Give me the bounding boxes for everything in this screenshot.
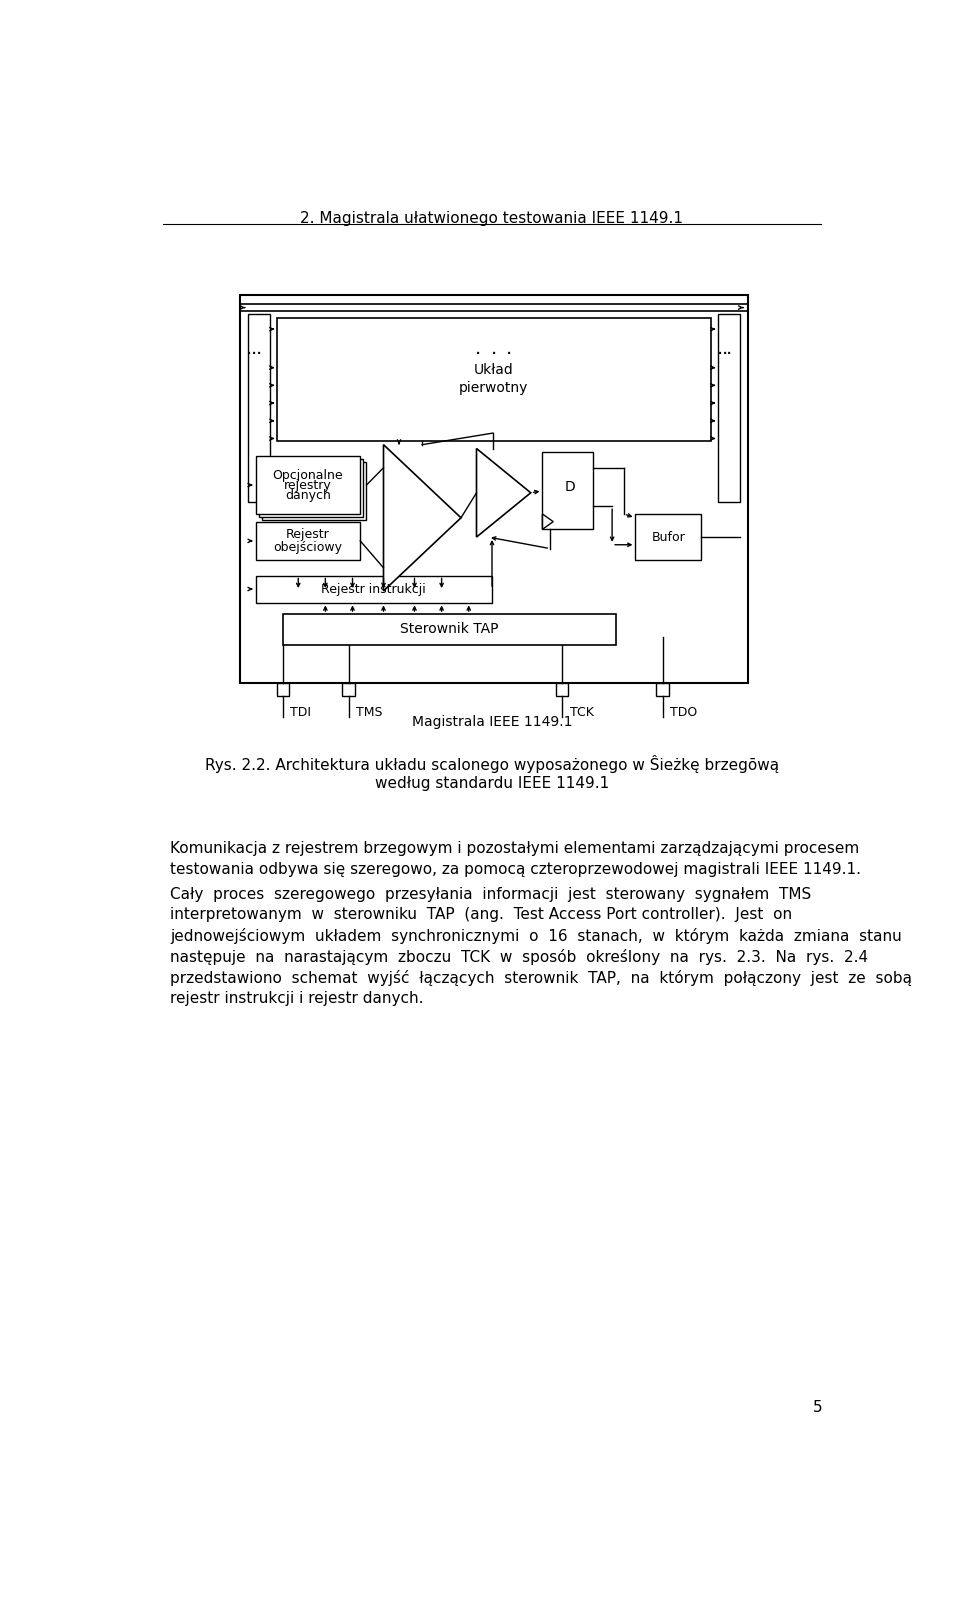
- Text: TDI: TDI: [291, 706, 311, 719]
- Text: D: D: [564, 480, 575, 494]
- Text: rejestr instrukcji i rejestr danych.: rejestr instrukcji i rejestr danych.: [170, 990, 424, 1006]
- Bar: [343, 684, 355, 695]
- Text: .: .: [475, 339, 482, 358]
- Bar: [276, 684, 289, 695]
- Text: .: .: [726, 339, 732, 358]
- Text: testowania odbywa się szeregowo, za pomocą czteroprzewodowej magistrali IEEE 114: testowania odbywa się szeregowo, za pomo…: [170, 862, 861, 876]
- Bar: [262, 462, 367, 520]
- Text: Bufor: Bufor: [652, 531, 685, 544]
- Text: jednowejściowym  układem  synchronicznymi  o  16  stanach,  w  którym  każda  zm: jednowejściowym układem synchronicznymi …: [170, 928, 902, 944]
- Text: przedstawiono  schemat  wyjść  łączących  sterownik  TAP,  na  którym  połączony: przedstawiono schemat wyjść łączących st…: [170, 970, 912, 987]
- Bar: [259, 460, 363, 517]
- Text: .: .: [721, 339, 728, 358]
- Text: Rejestr: Rejestr: [286, 528, 330, 541]
- Text: .: .: [506, 339, 513, 358]
- Text: 5: 5: [813, 1400, 823, 1414]
- Text: następuje  na  narastającym  zboczu  TCK  w  sposób  określony  na  rys.  2.3.  : następuje na narastającym zboczu TCK w s…: [170, 949, 869, 966]
- Text: Rejestr instrukcji: Rejestr instrukcji: [322, 583, 426, 596]
- Text: .: .: [491, 339, 497, 358]
- Bar: [718, 314, 740, 502]
- Text: interpretowanym  w  sterowniku  TAP  (ang.  Test Access Port controller).  Jest : interpretowanym w sterowniku TAP (ang. T…: [170, 907, 793, 922]
- Bar: [657, 684, 669, 695]
- Text: Opcjonalne: Opcjonalne: [273, 468, 344, 481]
- Text: .: .: [255, 339, 262, 358]
- Text: obejściowy: obejściowy: [274, 541, 343, 554]
- Text: .: .: [717, 339, 723, 358]
- Bar: [240, 295, 748, 684]
- Text: Rys. 2.2. Architektura układu scalonego wyposażonego w Ŝieżkę brzegōwą: Rys. 2.2. Architektura układu scalonego …: [204, 755, 780, 773]
- Text: pierwotny: pierwotny: [459, 381, 529, 395]
- Bar: [283, 614, 616, 645]
- Text: danych: danych: [285, 489, 331, 502]
- Text: .: .: [251, 339, 257, 358]
- Bar: [556, 684, 568, 695]
- Text: Komunikacja z rejestrem brzegowym i pozostałymi elementami zarządzającymi proces: Komunikacja z rejestrem brzegowym i pozo…: [170, 841, 859, 857]
- Polygon shape: [476, 449, 531, 538]
- Bar: [255, 457, 360, 514]
- Text: według standardu IEEE 1149.1: według standardu IEEE 1149.1: [374, 776, 610, 791]
- Bar: [255, 522, 360, 561]
- Bar: [255, 575, 492, 603]
- Text: 2. Magistrala ułatwionego testowania IEEE 1149.1: 2. Magistrala ułatwionego testowania IEE…: [300, 211, 684, 227]
- Bar: [542, 452, 592, 530]
- Text: TMS: TMS: [356, 706, 383, 719]
- Text: .: .: [247, 339, 252, 358]
- Bar: [636, 514, 701, 561]
- Polygon shape: [383, 444, 461, 591]
- Text: rejestry: rejestry: [284, 478, 332, 491]
- Text: Cały  proces  szeregowego  przesyłania  informacji  jest  sterowany  sygnałem  T: Cały proces szeregowego przesyłania info…: [170, 886, 811, 902]
- Text: Układ: Układ: [474, 363, 514, 377]
- Text: TDO: TDO: [670, 706, 698, 719]
- Text: Magistrala IEEE 1149.1: Magistrala IEEE 1149.1: [412, 714, 572, 729]
- Text: TCK: TCK: [569, 706, 593, 719]
- Bar: [277, 318, 710, 441]
- Bar: [248, 314, 270, 502]
- Text: Sterownik TAP: Sterownik TAP: [400, 622, 498, 637]
